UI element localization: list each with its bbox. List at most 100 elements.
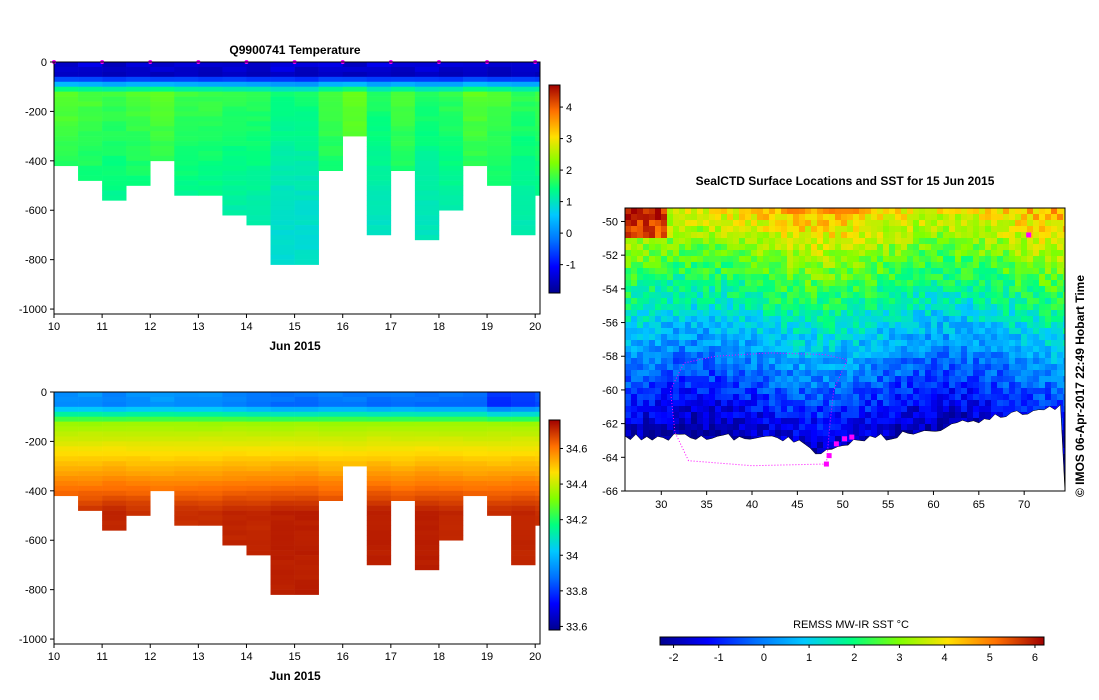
sst-cell <box>877 262 884 269</box>
section-cell <box>126 406 151 413</box>
sst-cell <box>727 382 734 389</box>
section-cell <box>438 101 464 107</box>
sst-cell <box>631 430 638 437</box>
section-cell <box>487 180 512 186</box>
sst-cell <box>1051 298 1058 305</box>
sst-cell <box>985 304 992 311</box>
sst-cell <box>721 298 728 305</box>
sst-cell <box>877 244 884 251</box>
sst-cell <box>841 274 848 281</box>
sst-cell <box>847 286 854 293</box>
section-cell <box>390 456 416 462</box>
sst-cell <box>967 280 974 287</box>
sst-cell <box>691 424 698 431</box>
sst-cell <box>793 328 800 335</box>
sst-cell <box>823 268 830 275</box>
sst-cell <box>835 220 842 227</box>
sst-cell <box>949 292 956 299</box>
sst-cell <box>949 400 956 407</box>
section-cell <box>174 66 199 73</box>
section-cell <box>102 476 127 482</box>
sst-cell <box>943 232 950 239</box>
sst-cell <box>943 208 950 215</box>
sst-cell <box>853 238 860 245</box>
sst-cell <box>919 280 926 287</box>
section-cell <box>342 86 368 92</box>
sst-cell <box>733 286 740 293</box>
sst-cell <box>895 430 902 437</box>
sst-cell <box>733 256 740 263</box>
sst-cell <box>979 364 986 371</box>
section-cell <box>222 195 247 201</box>
sst-cell <box>835 238 842 245</box>
sst-cell <box>979 400 986 407</box>
sst-cell <box>727 412 734 419</box>
sst-cell <box>1045 334 1052 341</box>
sst-cell <box>979 232 986 239</box>
sst-cell <box>877 208 884 215</box>
section-cell <box>535 392 540 398</box>
section-cell <box>463 91 488 97</box>
sst-cell <box>913 208 920 215</box>
sst-cell <box>1021 208 1028 215</box>
sst-cell <box>967 412 974 419</box>
section-cell <box>102 170 127 176</box>
sst-cell <box>1009 322 1016 329</box>
sst-cell <box>763 328 770 335</box>
sst-cell <box>685 220 692 227</box>
sst-cell <box>1063 208 1065 215</box>
sst-cell <box>973 382 980 389</box>
sst-cell <box>799 226 806 233</box>
sst-cell <box>949 412 956 419</box>
sst-cell <box>931 292 938 299</box>
sst-cell <box>1009 358 1016 365</box>
section-cell <box>390 495 416 502</box>
section-cell <box>366 411 392 418</box>
sst-cell <box>769 370 776 377</box>
sst-cell <box>871 328 878 335</box>
sst-cell <box>991 388 998 395</box>
sst-cell <box>769 256 776 263</box>
section-cell <box>54 490 79 497</box>
section-cell <box>511 185 536 191</box>
sst-cell <box>925 316 932 323</box>
sst-cell <box>829 298 836 305</box>
sst-cell <box>811 388 818 395</box>
sst-cell <box>883 214 890 221</box>
sst-cell <box>739 232 746 239</box>
section-cell <box>390 136 416 142</box>
sst-cell <box>1039 370 1046 377</box>
sst-cell <box>691 322 698 329</box>
sst-cell <box>721 400 728 407</box>
sst-cell <box>973 352 980 359</box>
sst-cell <box>739 220 746 227</box>
sst-cell <box>913 424 920 431</box>
sst-cell <box>751 328 758 335</box>
sst-cell <box>883 400 890 407</box>
sst-cell <box>739 322 746 329</box>
sst-cell <box>985 322 992 329</box>
section-cell <box>270 406 295 413</box>
sst-cell <box>643 238 650 245</box>
sst-cell <box>757 376 764 383</box>
sst-cell <box>661 430 668 437</box>
sst-cell <box>637 418 644 425</box>
section-cell <box>318 466 344 472</box>
sst-cell <box>841 424 848 431</box>
section-cell <box>366 96 392 102</box>
sst-cell <box>775 376 782 383</box>
sst-cell <box>949 376 956 383</box>
sst-cell <box>937 388 944 395</box>
sst-cell <box>1015 274 1022 281</box>
sst-cell <box>661 226 668 233</box>
section-cell <box>511 155 536 162</box>
sst-cell <box>745 358 752 365</box>
sst-cell <box>937 412 944 419</box>
section-cell <box>414 141 440 147</box>
sst-cell <box>793 238 800 245</box>
sst-cell <box>901 412 908 419</box>
colorbar-tick-label: 34.6 <box>566 443 587 455</box>
salinity-x-axis: 10 11 12 13 14 15 16 17 18 19 20 <box>48 644 541 663</box>
sst-cell <box>901 226 908 233</box>
section-cell <box>535 121 540 127</box>
